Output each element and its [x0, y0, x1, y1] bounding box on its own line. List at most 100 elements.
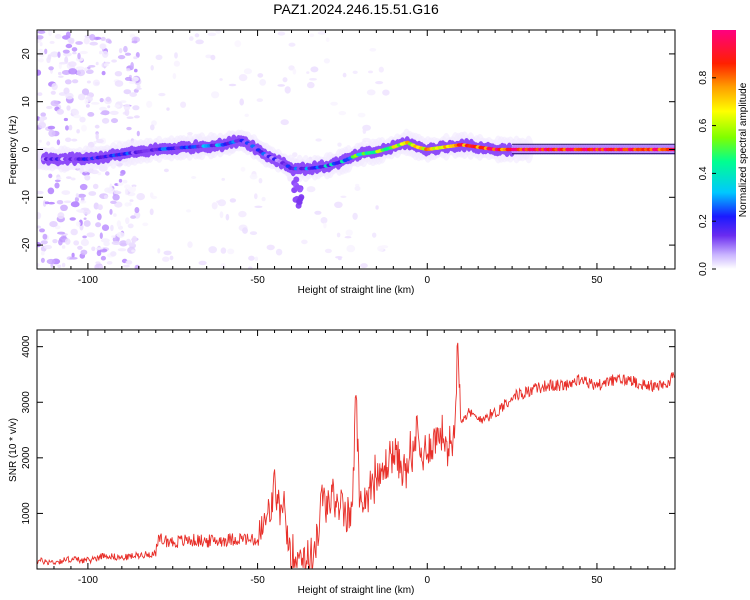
- noise-blob: [76, 129, 80, 134]
- noise-blob: [56, 139, 61, 146]
- noise-blob: [106, 261, 113, 265]
- noise-blob: [75, 66, 85, 70]
- noise-blob: [131, 40, 138, 44]
- noise-blob: [126, 68, 131, 72]
- noise-blob: [58, 75, 64, 78]
- noise-blob: [47, 201, 55, 205]
- noise-blob: [288, 42, 296, 47]
- noise-blob: [91, 102, 100, 105]
- x-tick-label: -50: [250, 275, 265, 286]
- noise-blob: [234, 40, 242, 48]
- noise-blob: [375, 205, 379, 210]
- noise-blob: [129, 199, 134, 202]
- noise-blob: [57, 51, 61, 58]
- noise-blob: [37, 35, 44, 40]
- noise-blob: [189, 36, 194, 41]
- noise-blob: [261, 196, 266, 202]
- noise-blob: [122, 179, 128, 184]
- dip-blob: [294, 184, 301, 191]
- noise-blob: [210, 54, 216, 61]
- noise-blob: [216, 200, 222, 204]
- noise-blob: [220, 247, 227, 254]
- noise-blob: [277, 84, 286, 87]
- noise-blob: [119, 173, 124, 177]
- noise-blob: [57, 231, 66, 235]
- noise-blob: [86, 232, 95, 238]
- noise-blob: [88, 191, 97, 196]
- noise-blob: [103, 63, 109, 67]
- noise-blob: [84, 67, 88, 72]
- noise-blob: [65, 92, 74, 100]
- noise-blob: [248, 266, 253, 269]
- noise-blob: [95, 247, 104, 250]
- noise-blob: [61, 245, 66, 249]
- noise-blob: [337, 142, 342, 147]
- noise-blob: [315, 138, 322, 142]
- noise-blob: [110, 251, 117, 257]
- noise-blob: [56, 176, 62, 180]
- noise-blob: [219, 78, 223, 81]
- noise-blob: [282, 77, 288, 83]
- noise-blob: [37, 212, 42, 220]
- noise-blob: [113, 190, 120, 195]
- noise-blob: [124, 108, 130, 116]
- colorbar-tick-label: 0.2: [698, 214, 709, 228]
- noise-blob: [228, 83, 237, 87]
- noise-blob: [229, 198, 237, 203]
- noise-blob: [126, 126, 132, 131]
- noise-blob: [254, 193, 258, 200]
- noise-blob: [127, 223, 134, 229]
- noise-blob: [47, 125, 56, 130]
- noise-blob: [82, 235, 87, 239]
- noise-blob: [68, 124, 73, 131]
- noise-blob: [238, 210, 247, 218]
- noise-blob: [77, 193, 87, 198]
- noise-blob: [157, 248, 161, 254]
- noise-blob: [133, 115, 140, 119]
- y-tick-label: 1000: [21, 502, 32, 525]
- noise-blob: [51, 83, 58, 91]
- noise-blob: [57, 264, 62, 269]
- noise-blob: [307, 81, 315, 89]
- noise-blob: [191, 176, 197, 179]
- spectrogram-ticks: -100 -50 0 50 20 10 0 -10 -20: [21, 30, 675, 286]
- noise-blob: [56, 108, 64, 115]
- noise-blob: [95, 133, 99, 140]
- noise-blob: [149, 192, 154, 198]
- noise-blob: [254, 256, 259, 262]
- noise-blob: [83, 37, 90, 45]
- noise-blob: [52, 239, 58, 244]
- noise-blob: [37, 263, 40, 267]
- x-tick-label: -50: [250, 575, 265, 586]
- noise-blob: [97, 204, 103, 211]
- noise-blob: [102, 50, 109, 58]
- noise-blob: [249, 173, 258, 180]
- noise-blob: [48, 129, 56, 137]
- noise-blob: [65, 137, 72, 143]
- noise-blob: [71, 79, 79, 84]
- noise-blob: [128, 202, 132, 206]
- noise-blob: [59, 61, 67, 65]
- noise-blob: [40, 112, 46, 117]
- noise-blob: [70, 177, 76, 181]
- noise-blob: [129, 33, 136, 38]
- noise-blob: [110, 224, 114, 232]
- figure-title: PAZ1.2024.246.15.51.G16: [273, 1, 439, 17]
- noise-blob: [124, 76, 133, 81]
- noise-blob: [116, 231, 125, 238]
- noise-blob: [111, 241, 121, 245]
- noise-blob: [58, 71, 62, 76]
- noise-blob: [56, 200, 64, 205]
- noise-blob: [118, 178, 123, 183]
- noise-blob: [136, 193, 145, 201]
- noise-blob: [310, 66, 319, 73]
- noise-blob: [131, 249, 136, 253]
- noise-blob: [345, 229, 353, 236]
- noise-blob: [57, 212, 65, 220]
- noise-blob: [149, 208, 154, 216]
- colorbar-tick-label: 0.6: [698, 118, 709, 132]
- noise-blob: [382, 89, 390, 96]
- noise-blob: [65, 31, 71, 38]
- noise-blob: [123, 264, 130, 268]
- noise-blob: [128, 80, 136, 84]
